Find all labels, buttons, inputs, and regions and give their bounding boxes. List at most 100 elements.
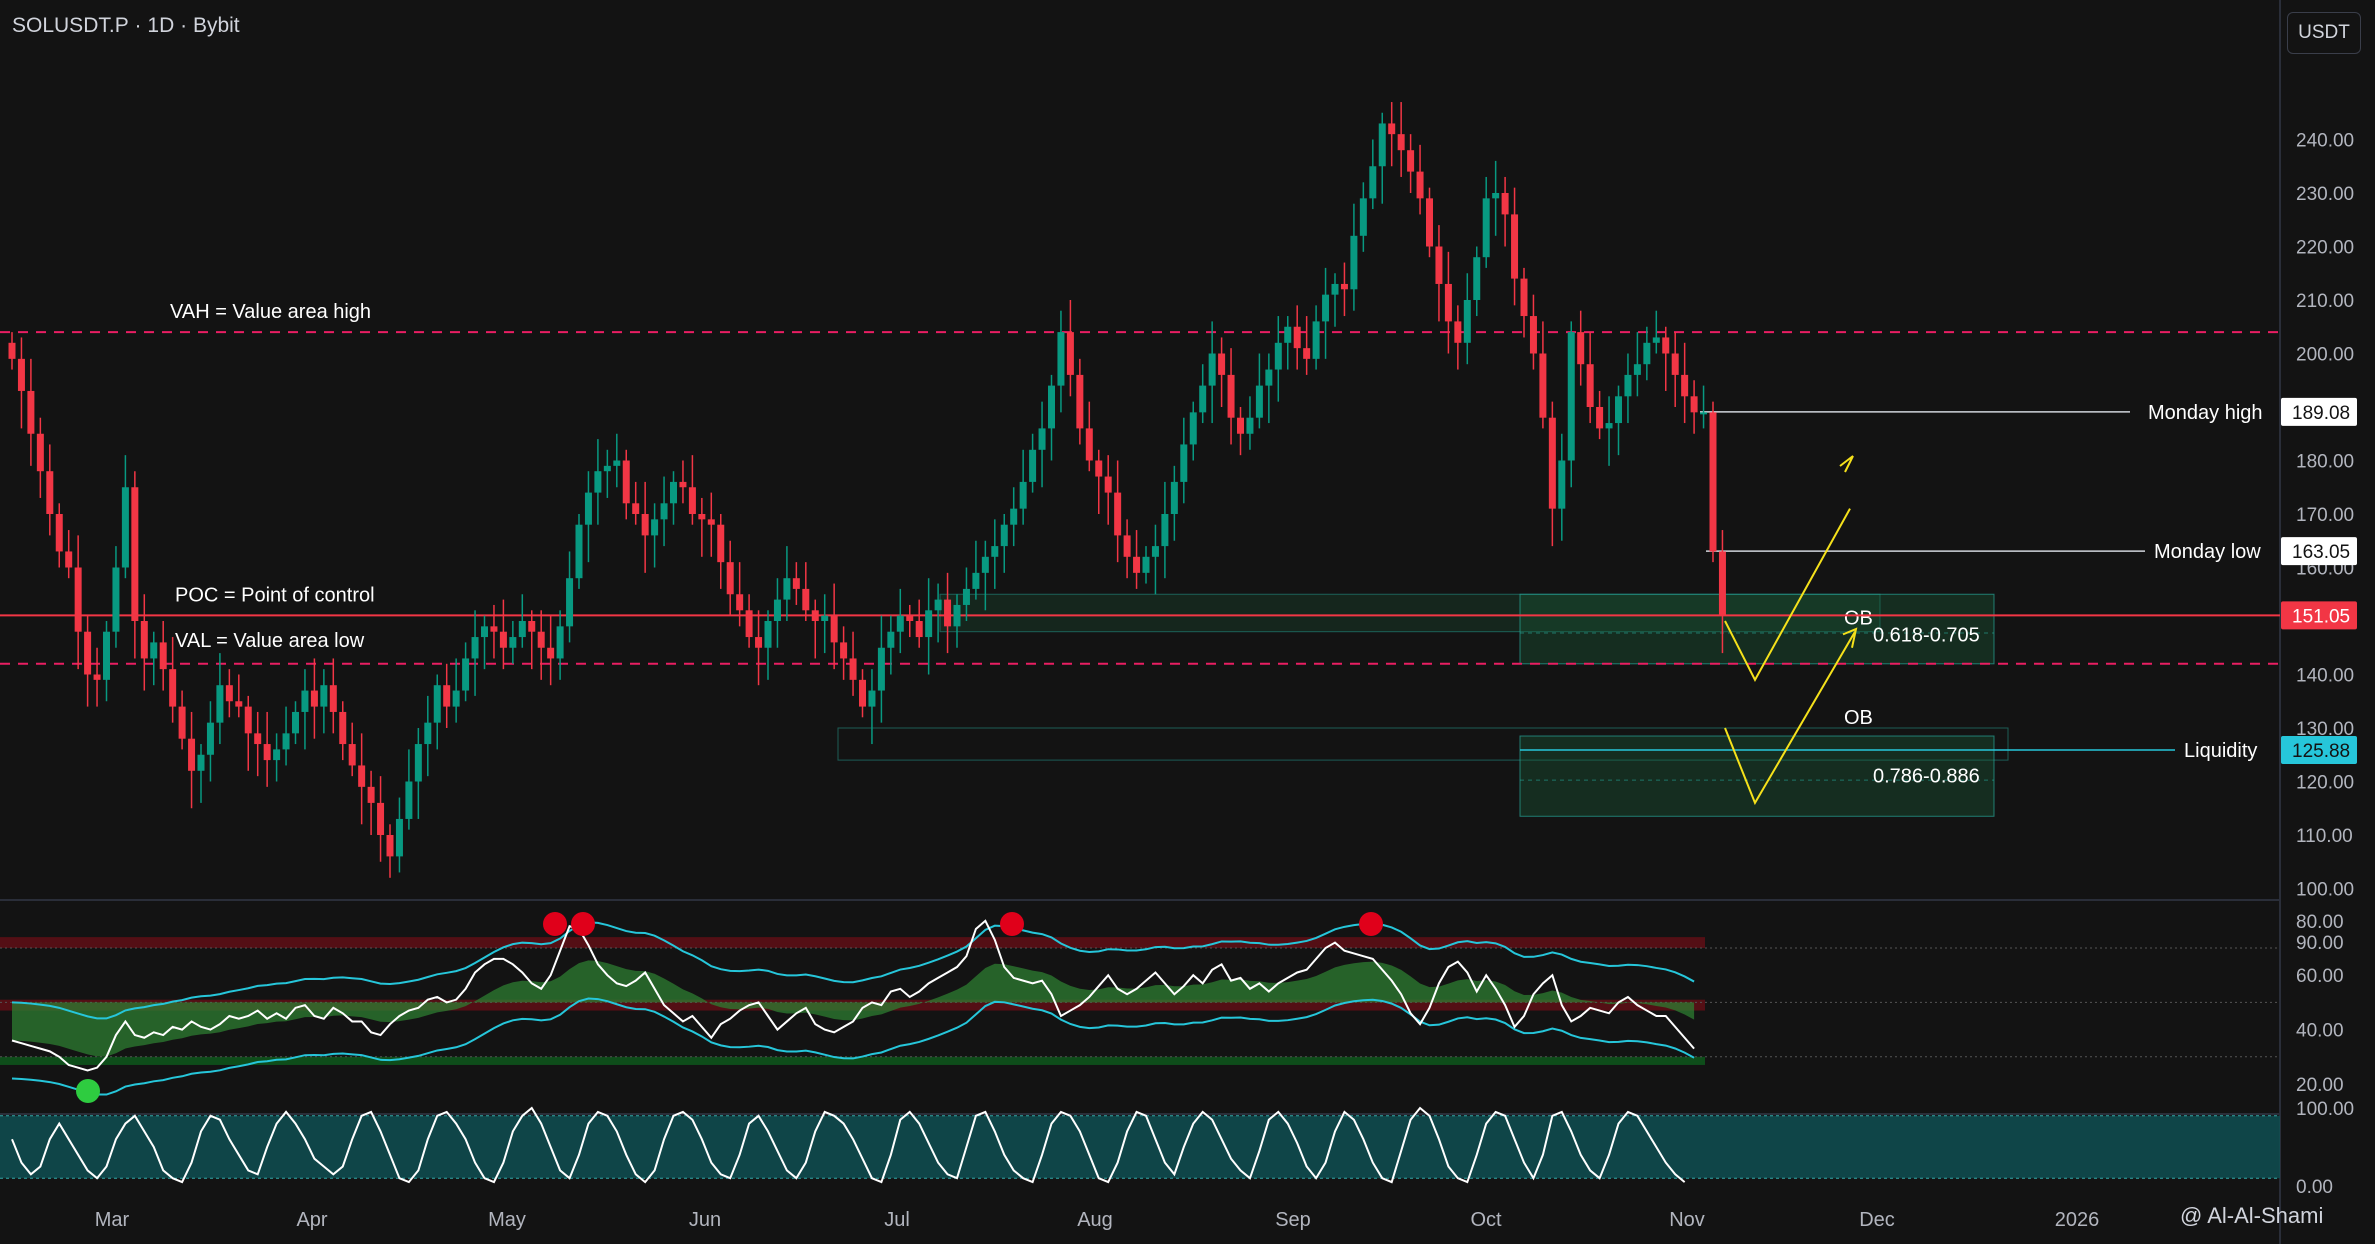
candle-body: [273, 749, 281, 761]
candle-body: [254, 733, 262, 745]
projection-arrow-upper: [1724, 508, 1851, 682]
separator: ·: [180, 14, 188, 37]
candle-body: [528, 621, 536, 632]
candle-body: [972, 572, 980, 589]
candle-body: [1199, 385, 1207, 413]
candle-body: [339, 711, 347, 745]
candle-body: [27, 390, 35, 434]
candle-body: [1133, 556, 1141, 573]
candle-body: [1293, 326, 1301, 349]
candle-body: [1652, 337, 1660, 343]
candle-body: [1615, 396, 1622, 424]
candle-body: [481, 626, 488, 638]
candle-body: [1397, 134, 1405, 151]
candle-body: [1520, 278, 1528, 317]
candle-body: [93, 674, 101, 680]
candle-body: [717, 524, 725, 563]
candle-body: [1123, 535, 1131, 557]
candle-body: [840, 642, 848, 659]
candle-body: [1180, 444, 1188, 482]
candle-body: [934, 599, 942, 611]
candle-body: [1312, 321, 1320, 359]
price-tag-label: 189.08: [2292, 403, 2350, 424]
price-tag: [2281, 601, 2357, 630]
candle-body: [849, 658, 857, 680]
rsi-tick: 60.00: [2296, 966, 2344, 987]
candle-body: [944, 599, 952, 627]
candle-body: [395, 818, 403, 857]
candle-body: [367, 786, 375, 803]
candle-body: [225, 685, 233, 702]
candle-body: [1577, 332, 1585, 365]
candle-body: [613, 460, 621, 466]
time-tick: Jul: [884, 1209, 910, 1231]
price-tick: 110.00: [2296, 826, 2353, 847]
candle-body: [1700, 412, 1708, 415]
timeframe: 1D: [147, 14, 175, 37]
candle-body: [452, 690, 460, 707]
author-watermark: @ Al-Al-Shami: [2180, 1203, 2324, 1228]
candle-body: [65, 551, 73, 568]
projection-arrow-lower: [1724, 631, 1856, 806]
candle-body: [594, 471, 602, 493]
candle-body: [726, 562, 734, 595]
candle-body: [188, 738, 196, 771]
time-tick: Sep: [1275, 1209, 1311, 1231]
monday-low-label: Monday low: [2154, 541, 2261, 563]
candle-body: [1000, 524, 1008, 547]
candle-body: [641, 514, 649, 536]
candle-body: [112, 567, 120, 632]
stoch-tick: 0.00: [2296, 1177, 2333, 1198]
symbol-name: SOLUSDT.P: [12, 14, 129, 37]
candle-body: [169, 669, 177, 707]
candle-body: [1048, 385, 1055, 429]
candle-body: [8, 342, 16, 359]
candle-body: [1633, 364, 1641, 375]
candle-body: [1246, 417, 1254, 434]
candle-body: [443, 685, 451, 707]
candle-body: [471, 637, 479, 659]
rsi-tick: 80.00: [2296, 912, 2344, 933]
candle-body: [1161, 514, 1169, 547]
candle-body: [159, 642, 167, 670]
candle-body: [1227, 374, 1235, 418]
candle-body: [1596, 407, 1604, 429]
overbought-dot: [543, 912, 567, 936]
candle-body: [1057, 332, 1065, 386]
fib-label: 0.618-0.705: [1873, 624, 1980, 646]
candle-body: [773, 599, 781, 621]
price-tick: 240.00: [2296, 131, 2354, 152]
time-tick: Apr: [296, 1209, 327, 1231]
candle-body: [1284, 326, 1292, 343]
overbought-band: [0, 937, 1705, 948]
candle-body: [1473, 257, 1481, 300]
overbought-dot: [1000, 912, 1024, 936]
symbol-header[interactable]: SOLUSDT.P · 1D · Bybit: [12, 14, 240, 38]
currency-button[interactable]: USDT: [2287, 12, 2361, 54]
price-tag: [2281, 537, 2357, 566]
candle-body: [745, 610, 753, 638]
fib-label: 0.786-0.886: [1873, 765, 1980, 787]
price-tag-label: 125.88: [2292, 741, 2350, 762]
candle-body: [1255, 385, 1263, 418]
candle-body: [688, 487, 696, 514]
candle-body: [1605, 423, 1613, 429]
candle-body: [131, 487, 139, 621]
overbought-dot: [1359, 912, 1383, 936]
candle-body: [575, 524, 583, 579]
candle-body: [1548, 417, 1556, 509]
candle-body: [556, 626, 564, 659]
candle-body: [1426, 198, 1433, 247]
candle-body: [962, 588, 970, 605]
time-tick: May: [488, 1209, 526, 1231]
candle-body: [55, 514, 63, 552]
vah-label: VAH = Value area high: [170, 301, 371, 323]
candle-body: [906, 615, 914, 621]
candle-body: [1558, 460, 1566, 509]
price-tag-label: 151.05: [2292, 606, 2350, 627]
price-tick: 130.00: [2296, 719, 2354, 740]
time-tick: Dec: [1859, 1209, 1895, 1231]
ob-label: OB: [1844, 707, 1873, 729]
upper-band: [11, 921, 1695, 1020]
